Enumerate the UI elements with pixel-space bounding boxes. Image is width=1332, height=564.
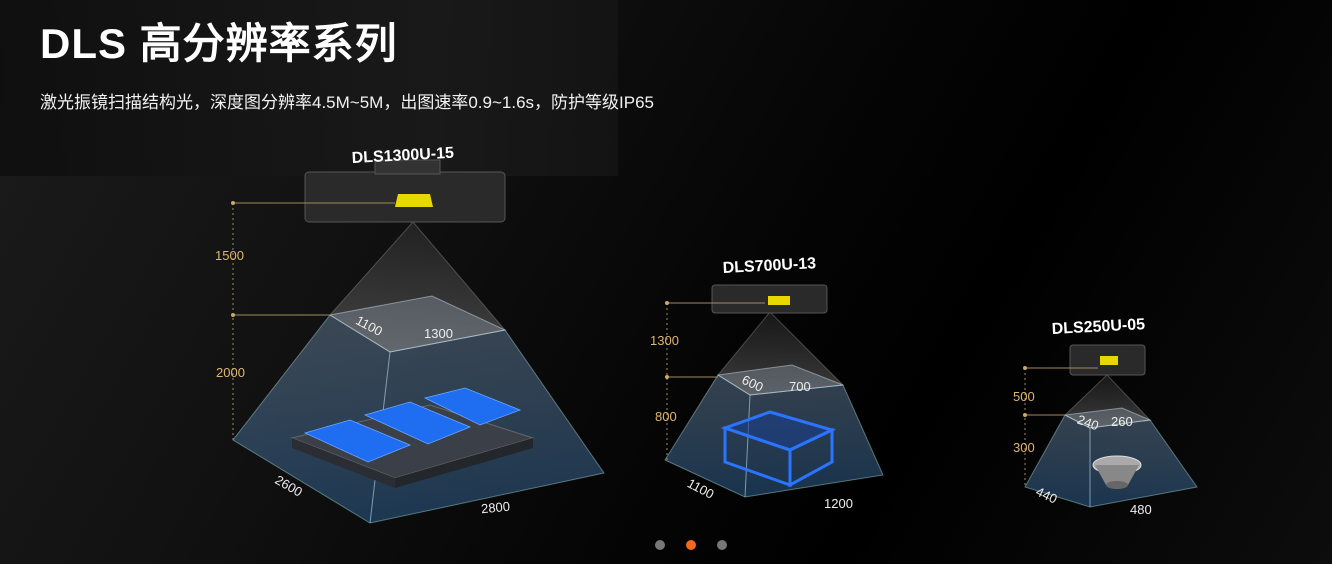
bevel-gear — [1092, 455, 1142, 489]
near-dim-label: 1300 — [424, 326, 453, 341]
height-label: 500 — [1013, 389, 1035, 404]
height-label: 300 — [1013, 440, 1035, 455]
far-dim-label: 480 — [1130, 502, 1152, 517]
carousel-dot-3[interactable] — [717, 540, 727, 550]
page-subtitle: 激光振镜扫描结构光，深度图分辨率4.5M~5M，出图速率0.9~1.6s，防护等… — [40, 93, 654, 112]
carousel-dot-2[interactable] — [686, 540, 696, 550]
height-label: 1300 — [650, 333, 679, 348]
carousel-dot-1[interactable] — [655, 540, 665, 550]
laser-warning-label — [1100, 356, 1118, 365]
laser-warning-label — [395, 194, 433, 207]
carousel-pagination — [655, 540, 727, 550]
product-dls1300u-15: DLS1300U-15 1500 2000 1100 1300 2600 280… — [215, 145, 605, 524]
near-dim-label: 700 — [789, 379, 811, 394]
product-dls700u-13: DLS700U-13 1300 800 600 700 1100 1200 — [650, 255, 884, 511]
parts-basket — [720, 410, 837, 488]
tray-side — [292, 438, 395, 488]
page-title: DLS 高分辨率系列 — [40, 20, 398, 67]
near-plane — [328, 295, 507, 353]
battery-cells — [303, 387, 522, 463]
height-label: 800 — [655, 409, 677, 424]
tray-side — [395, 438, 533, 488]
near-dim-label: 260 — [1111, 414, 1133, 429]
product-dls250u-05: DLS250U-05 500 300 240 260 440 480 — [1013, 316, 1198, 517]
laser-warning-label — [768, 296, 790, 305]
model-name: DLS250U-05 — [1051, 316, 1145, 338]
near-dim-label: 240 — [1075, 412, 1101, 434]
height-label: 1500 — [215, 248, 244, 263]
far-dim-label: 1200 — [824, 496, 853, 511]
height-label: 2000 — [216, 365, 245, 380]
far-dim-label: 2800 — [480, 499, 510, 516]
model-name: DLS1300U-15 — [351, 145, 454, 167]
model-name: DLS700U-13 — [722, 255, 816, 277]
background-panel — [0, 0, 618, 176]
